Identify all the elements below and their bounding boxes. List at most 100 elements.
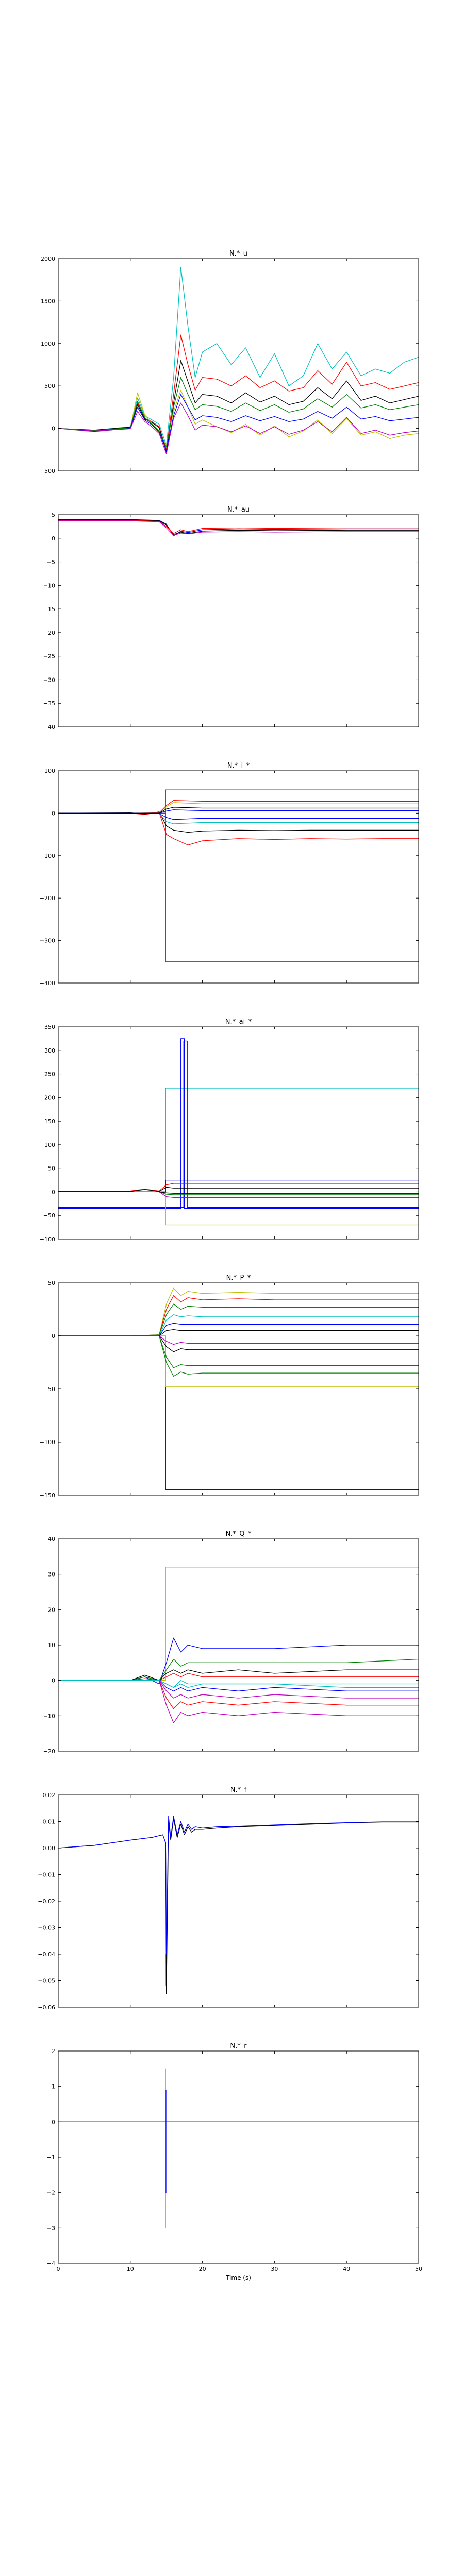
series-line — [58, 1187, 419, 1192]
series-line — [58, 1680, 419, 1699]
series-line — [58, 1191, 419, 1194]
y-tick-label: 0 — [52, 1333, 55, 1340]
series-line — [58, 1335, 419, 1377]
series-line — [58, 519, 419, 535]
series-line — [58, 1314, 419, 1336]
x-tick-label: 50 — [415, 2266, 422, 2273]
y-tick-label: −400 — [40, 980, 55, 987]
y-tick-label: 1500 — [41, 298, 55, 304]
y-tick-label: 50 — [48, 1165, 55, 1172]
y-tick-label: 500 — [44, 383, 55, 389]
y-tick-label: 0 — [52, 535, 55, 542]
series-line — [58, 1680, 419, 1688]
series-line — [58, 1335, 419, 1352]
chart-title: N.*_ai_* — [225, 1018, 252, 1026]
series-line — [58, 800, 419, 814]
y-tick-label: −0.06 — [38, 2004, 55, 2011]
y-tick-label: −1 — [47, 2154, 55, 2161]
y-tick-label: 5 — [52, 512, 55, 518]
chart-title: N.*_au — [227, 506, 250, 514]
y-tick-label: 0 — [52, 1189, 55, 1195]
series-line — [58, 389, 419, 446]
y-tick-label: 40 — [48, 1536, 55, 1543]
series-line — [58, 520, 419, 536]
y-tick-label: 0.01 — [43, 1819, 56, 1825]
y-tick-label: −100 — [40, 1439, 55, 1446]
series-group — [58, 789, 419, 962]
series-line — [58, 2089, 419, 2193]
series-group — [58, 519, 419, 536]
plot-frame — [58, 770, 419, 984]
y-tick-label: 20 — [48, 1606, 55, 1613]
plot-frame — [58, 1282, 419, 1496]
y-tick-label: −35 — [43, 700, 55, 707]
y-tick-label: −0.01 — [38, 1872, 55, 1878]
y-tick-label: 1 — [52, 2083, 55, 2090]
series-line — [58, 1179, 419, 1193]
y-tick-label: −150 — [40, 1492, 55, 1499]
subplot: N.*_ai_* −100 −50 0 50 100 150 200 250 300 350 — [40, 1018, 419, 1243]
y-tick-label: 100 — [44, 768, 55, 774]
x-tick-label: 30 — [271, 2266, 278, 2273]
series-line — [58, 1287, 419, 1336]
y-tick-label: 0 — [52, 2119, 55, 2125]
series-line — [58, 1183, 419, 1192]
chart-title: N.*_r — [230, 2042, 247, 2050]
y-tick-label: 0.02 — [43, 1792, 56, 1799]
series-line — [58, 1658, 419, 1681]
series-line — [58, 519, 419, 536]
series-line — [58, 1040, 419, 1208]
subplot: N.*_f −0.06 −0.05 −0.04 −0.03 −0.02 −0.01 0.00 0… — [38, 1786, 419, 2011]
y-tick-label: −25 — [43, 653, 55, 660]
y-tick-label: −50 — [43, 1386, 55, 1393]
y-tick-label: 0 — [52, 426, 55, 432]
series-line — [58, 811, 419, 833]
y-tick-label: 100 — [44, 1142, 55, 1148]
y-tick-label: −2 — [47, 2190, 55, 2196]
series-line — [58, 1669, 419, 1681]
series-line — [58, 2068, 419, 2228]
y-tick-label: 30 — [48, 1571, 55, 1578]
y-tick-label: 250 — [44, 1071, 55, 1078]
series-line — [58, 1323, 419, 1336]
series-line — [58, 812, 419, 820]
series-line — [58, 402, 419, 454]
series-line — [58, 266, 419, 446]
subplot: N.*_P_* −150 −100 −50 0 50 — [40, 1274, 419, 1499]
x-tick-label: 40 — [343, 2266, 350, 2273]
series-line — [58, 1816, 419, 1955]
x-tick-label: 0 — [57, 2266, 60, 2273]
y-tick-label: −20 — [43, 1748, 55, 1755]
x-tick-label: 10 — [127, 2266, 134, 2273]
subplot: N.*_au −40 −35 −30 −25 −20 −15 −10 −5 0 5 — [43, 506, 419, 731]
series-group — [58, 1567, 419, 1723]
plot-frame — [58, 1026, 419, 1240]
chart-title: N.*_f — [230, 1786, 247, 1794]
series-line — [58, 1673, 419, 1681]
series-line — [58, 1567, 419, 1681]
series-line — [58, 1329, 419, 1336]
plot-frame — [58, 258, 419, 471]
subplots: N.*_u−5000500100015002000N.*_au−40−35−30… — [38, 250, 422, 2273]
y-tick-label: −100 — [40, 853, 55, 859]
plot-frame — [58, 2050, 419, 2264]
series-line — [58, 520, 419, 534]
y-tick-label: 10 — [48, 1642, 55, 1649]
series-group — [58, 1287, 419, 1490]
y-tick-label: −100 — [40, 1236, 55, 1243]
y-tick-label: −200 — [40, 895, 55, 902]
chart-title: N.*_i_* — [227, 762, 250, 770]
series-line — [58, 334, 419, 450]
series-line — [58, 1335, 419, 1345]
y-tick-label: 350 — [44, 1024, 55, 1030]
y-tick-label: −15 — [43, 606, 55, 613]
series-group — [58, 2068, 419, 2228]
series-line — [58, 377, 419, 448]
y-tick-label: 0 — [52, 1677, 55, 1684]
series-line — [58, 1295, 419, 1336]
y-tick-label: −300 — [40, 938, 55, 944]
series-line — [58, 807, 419, 814]
y-tick-label: 300 — [44, 1047, 55, 1054]
